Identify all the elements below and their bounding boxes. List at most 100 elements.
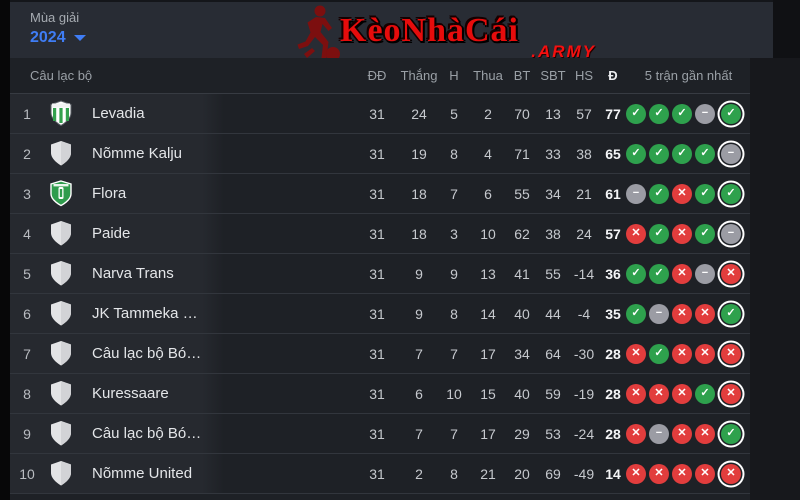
draws-cell: 9 — [450, 265, 458, 282]
topbar: Mùa giải 2024 KèoNhàCái .ARMY — [10, 0, 773, 61]
goal-diff-cell: -14 — [573, 265, 595, 282]
table-header-row: Câu lạc bộ ĐĐ Thắng H Thua BT SBT HS Đ 5… — [10, 58, 750, 94]
shield-icon — [51, 141, 71, 166]
season-dropdown[interactable]: 2024 — [30, 29, 86, 47]
goal-diff-cell: 57 — [576, 105, 592, 122]
club-crest — [44, 140, 78, 167]
season-selector: Mùa giải 2024 — [30, 10, 86, 47]
table-row[interactable]: 5 Narva Trans 31 9 9 13 41 55 -14 36 ✓ ✓ ✕… — [10, 254, 750, 294]
form-icons: ✕ ✕ ✕ ✕ ✕ — [626, 463, 750, 484]
goal-diff-cell: 24 — [576, 225, 592, 242]
club-name[interactable]: JK Tammeka … — [92, 305, 198, 322]
shield-icon — [51, 221, 71, 246]
loss-result-icon: ✕ — [626, 343, 646, 364]
club-crest — [44, 460, 78, 487]
rank-cell: 1 — [23, 105, 31, 122]
draws-cell: 8 — [450, 305, 458, 322]
club-crest — [44, 300, 78, 327]
shield-icon — [51, 421, 71, 446]
wins-cell: 7 — [415, 425, 423, 442]
goals-against-cell: 59 — [545, 385, 561, 402]
wins-cell: 2 — [415, 465, 423, 482]
loss-result-icon: ✕ — [672, 183, 692, 204]
season-value[interactable]: 2024 — [30, 29, 66, 46]
loss-result-icon: ✕ — [721, 263, 741, 284]
club-name[interactable]: Câu lạc bộ Bó… — [92, 345, 202, 362]
draws-cell: 8 — [450, 145, 458, 162]
club-name[interactable]: Flora — [92, 185, 127, 202]
loss-result-icon: ✕ — [626, 423, 646, 444]
loss-result-icon: ✕ — [695, 423, 715, 444]
goal-diff-cell: 21 — [576, 185, 592, 202]
wins-cell: 6 — [415, 385, 423, 402]
loss-result-icon: ✕ — [721, 343, 741, 364]
rank-cell: 6 — [23, 305, 31, 322]
draw-result-icon: − — [626, 183, 646, 204]
loss-result-icon: ✕ — [672, 303, 692, 324]
goals-for-cell: 40 — [514, 305, 530, 322]
draws-cell: 7 — [450, 345, 458, 362]
club-name[interactable]: Nõmme Kalju — [92, 145, 183, 162]
form-icons: ✕ ✕ ✕ ✓ ✕ — [626, 383, 750, 404]
win-result-icon: ✓ — [649, 183, 669, 204]
table-row[interactable]: 7 Câu lạc bộ Bó… 31 7 7 17 34 64 -30 28 … — [10, 334, 750, 374]
site-logo[interactable]: KèoNhàCái .ARMY — [294, 4, 594, 61]
form-icons: ✓ ✓ ✓ − ✓ — [626, 103, 750, 124]
loss-result-icon: ✕ — [695, 303, 715, 324]
table-row[interactable]: 2 Nõmme Kalju 31 19 8 4 71 33 38 65 ✓ ✓ ✓ ✓… — [10, 134, 750, 174]
club-name[interactable]: Narva Trans — [92, 265, 174, 282]
table-row[interactable]: 3 Flora 31 18 7 6 55 34 21 61 − ✓ ✕ ✓ ✓ — [10, 174, 750, 214]
goals-for-cell: 70 — [514, 105, 530, 122]
rank-cell: 7 — [23, 345, 31, 362]
goals-against-cell: 13 — [545, 105, 561, 122]
form-icons: ✕ ✓ ✕ ✓ − — [626, 223, 750, 244]
club-name[interactable]: Câu lạc bộ Bó… — [92, 425, 202, 442]
goals-against-cell: 38 — [545, 225, 561, 242]
levadia-crest-icon — [50, 100, 72, 127]
draw-result-icon: − — [721, 223, 741, 244]
losses-cell: 6 — [484, 185, 492, 202]
win-result-icon: ✓ — [721, 183, 741, 204]
win-result-icon: ✓ — [721, 303, 741, 324]
table-row[interactable]: 4 Paide 31 18 3 10 62 38 24 57 ✕ ✓ ✕ ✓ − — [10, 214, 750, 254]
win-result-icon: ✓ — [672, 143, 692, 164]
rank-cell: 3 — [23, 185, 31, 202]
played-cell: 31 — [369, 305, 385, 322]
draw-result-icon: − — [721, 143, 741, 164]
losses-cell: 10 — [480, 225, 496, 242]
shield-icon — [51, 461, 71, 486]
losses-cell: 2 — [484, 105, 492, 122]
table-row[interactable]: 6 JK Tammeka … 31 9 8 14 40 44 -4 35 ✓ − ✕… — [10, 294, 750, 334]
loss-result-icon: ✕ — [672, 263, 692, 284]
played-cell: 31 — [369, 225, 385, 242]
header-losses: Thua — [473, 68, 503, 83]
win-result-icon: ✓ — [695, 383, 715, 404]
loss-result-icon: ✕ — [626, 223, 646, 244]
rank-cell: 10 — [19, 465, 35, 482]
club-name[interactable]: Paide — [92, 225, 131, 242]
wins-cell: 19 — [411, 145, 427, 162]
club-name[interactable]: Kuressaare — [92, 385, 169, 402]
goals-for-cell: 55 — [514, 185, 530, 202]
losses-cell: 17 — [480, 425, 496, 442]
loss-result-icon: ✕ — [672, 223, 692, 244]
loss-result-icon: ✕ — [721, 463, 741, 484]
club-crest — [44, 220, 78, 247]
club-name[interactable]: Nõmme United — [92, 465, 193, 482]
goal-diff-cell: -4 — [577, 305, 591, 322]
table-row[interactable]: 10 Nõmme United 31 2 8 21 20 69 -49 14 ✕… — [10, 454, 750, 494]
win-result-icon: ✓ — [649, 343, 669, 364]
loss-result-icon: ✕ — [672, 463, 692, 484]
table-row[interactable]: 8 Kuressaare 31 6 10 15 40 59 -19 28 ✕ ✕ ✕… — [10, 374, 750, 414]
table-row[interactable]: 9 Câu lạc bộ Bó… 31 7 7 17 29 53 -24 28 … — [10, 414, 750, 454]
draws-cell: 7 — [450, 185, 458, 202]
table-row[interactable]: 1 Levadia 31 24 5 2 70 13 57 77 ✓ ✓ ✓ − ✓ — [10, 94, 750, 134]
loss-result-icon: ✕ — [626, 383, 646, 404]
chevron-down-icon[interactable] — [73, 35, 86, 41]
club-name[interactable]: Levadia — [92, 105, 145, 122]
win-result-icon: ✓ — [649, 103, 669, 124]
played-cell: 31 — [369, 145, 385, 162]
rank-cell: 8 — [23, 385, 31, 402]
played-cell: 31 — [369, 185, 385, 202]
header-points: Đ — [608, 68, 618, 83]
